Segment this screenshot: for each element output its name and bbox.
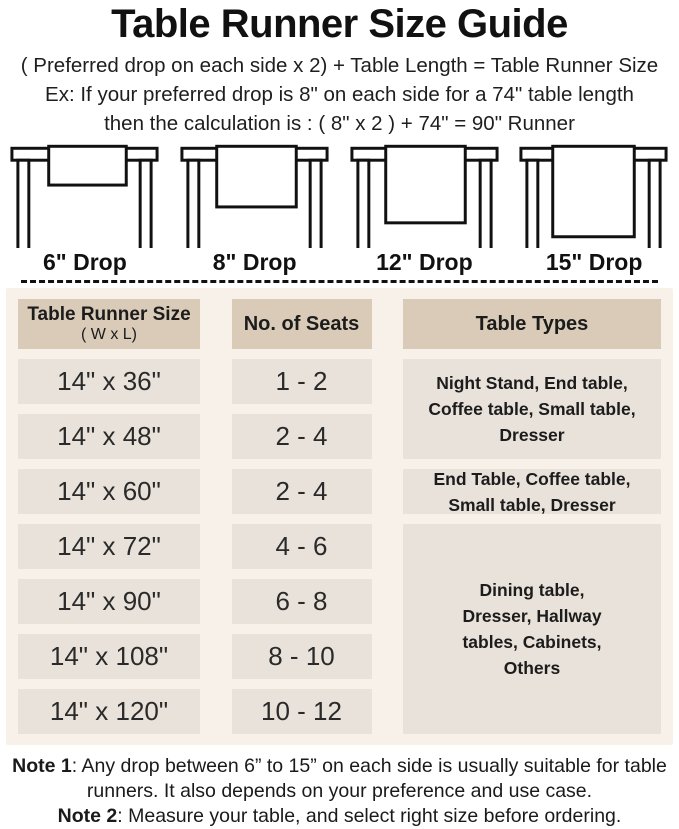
drop-label-15in: 15" Drop (545, 249, 643, 275)
table-leg-right (138, 158, 153, 248)
column-header-runner-size: Table Runner Size ( W x L) (18, 299, 200, 349)
seats-cell: 6 - 8 (231, 579, 372, 624)
example-line-2: then the calculation is : ( 8" x 2 ) + 7… (104, 112, 575, 135)
table-illustration-8in-drop (170, 144, 340, 248)
table-leg-right (308, 158, 323, 248)
runner-size-cell: 14" x 48" (18, 414, 200, 459)
table-leg-left (355, 158, 370, 248)
seats-cell: 1 - 2 (231, 359, 372, 404)
runner-rect (214, 144, 298, 209)
seats-cell: 4 - 6 (231, 524, 372, 569)
seats-cell: 8 - 10 (231, 634, 372, 679)
header-runner-size-line1: Table Runner Size (27, 304, 191, 325)
note-1-text: : Any drop between 6” to 15” on each sid… (71, 755, 667, 802)
note-2: Note 2: Measure your table, and select r… (4, 804, 675, 829)
seats-cell: 2 - 4 (231, 414, 372, 459)
runner-size-cell: 14" x 72" (18, 524, 200, 569)
table-leg-left (186, 158, 201, 248)
table-leg-left (525, 158, 540, 248)
dashed-divider (21, 280, 658, 283)
example-line-1: Ex: If your preferred drop is 8" on each… (45, 83, 634, 106)
table-types-cell-large: Dining table, Dresser, Hallway tables, C… (403, 524, 661, 734)
table-types-cell-medium: End Table, Coffee table, Small table, Dr… (403, 469, 661, 515)
column-header-seats: No. of Seats (231, 299, 372, 349)
note-1: Note 1: Any drop between 6” to 15” on ea… (4, 754, 675, 804)
runner-rect (551, 144, 636, 239)
size-guide-panel: Table Runner Size ( W x L) No. of Seats … (6, 288, 673, 745)
drop-labels-row: 6" Drop 8" Drop 12" Drop 15" Drop (0, 249, 679, 276)
table-leg-right (478, 158, 493, 248)
runner-rect (383, 144, 467, 225)
note-2-label: Note 2 (57, 805, 118, 827)
runner-rect (47, 144, 128, 187)
note-2-text: : Measure your table, and select right s… (117, 805, 622, 827)
page-title: Table Runner Size Guide (111, 2, 568, 46)
notes-section: Note 1: Any drop between 6” to 15” on ea… (0, 754, 679, 829)
table-illustration-12in-drop (340, 144, 510, 248)
header-runner-size-line2: ( W x L) (81, 326, 137, 343)
runner-size-cell: 14" x 120" (18, 689, 200, 734)
runner-size-formula: ( Preferred drop on each side x 2) + Tab… (20, 54, 659, 77)
drop-label-6in: 6" Drop (43, 249, 127, 275)
runner-size-cell: 14" x 108" (18, 634, 200, 679)
note-1-label: Note 1 (12, 755, 72, 777)
seats-cell: 10 - 12 (231, 689, 372, 734)
runner-size-cell: 14" x 36" (18, 359, 200, 404)
size-guide-table: Table Runner Size ( W x L) No. of Seats … (18, 299, 661, 734)
drop-illustrations (0, 144, 679, 248)
seats-cell: 2 - 4 (231, 469, 372, 514)
table-types-cell-small: Night Stand, End table, Coffee table, Sm… (403, 359, 661, 459)
runner-size-cell: 14" x 90" (18, 579, 200, 624)
table-leg-right (647, 158, 662, 248)
table-illustration-6in-drop (0, 144, 170, 248)
table-leg-left (16, 158, 31, 248)
table-illustration-15in-drop (509, 144, 679, 248)
drop-label-8in: 8" Drop (212, 249, 297, 275)
runner-size-cell: 14" x 60" (18, 469, 200, 514)
column-header-table-types: Table Types (403, 299, 661, 349)
drop-label-12in: 12" Drop (376, 249, 473, 275)
